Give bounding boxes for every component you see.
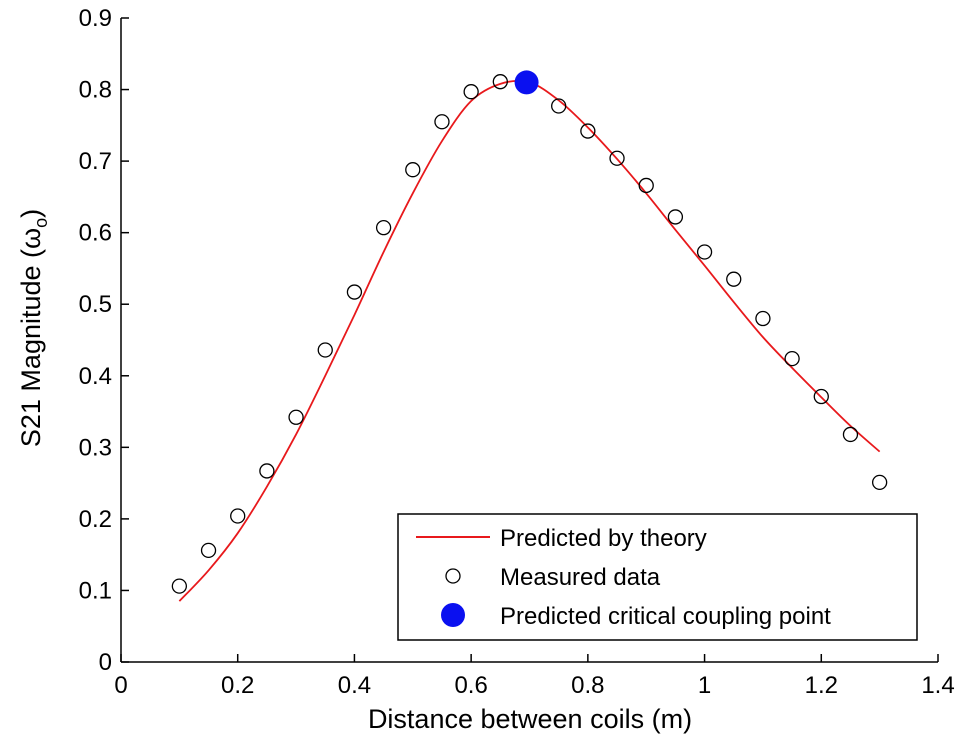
x-tick-label: 0.4 [338, 672, 371, 699]
y-tick-label: 0.5 [79, 291, 112, 318]
x-tick-label: 1.2 [805, 672, 838, 699]
legend-open-circle-symbol [445, 568, 461, 584]
x-tick-label: 1 [698, 672, 711, 699]
measured-point [551, 98, 567, 114]
measured-point [609, 150, 625, 166]
y-tick-label: 0.8 [79, 77, 112, 104]
legend-label-critical: Predicted critical coupling point [500, 603, 831, 630]
x-tick-label: 1.4 [921, 672, 954, 699]
measured-point [871, 474, 888, 491]
y-tick-label: 0.4 [79, 363, 112, 390]
y-axis-title-main: S21 Magnitude (ω [16, 228, 46, 447]
measured-point [580, 123, 596, 139]
critical-point-layer [514, 70, 539, 95]
measured-point [434, 114, 450, 130]
measured-point [667, 209, 684, 225]
legend: Predicted by theory Measured data Predic… [397, 513, 918, 641]
x-tick-label: 0.6 [454, 672, 487, 699]
measured-point [813, 388, 829, 405]
measured-point [346, 284, 363, 300]
measured-point [171, 578, 188, 594]
measured-point [755, 310, 771, 327]
y-tick-label: 0.6 [79, 220, 112, 247]
critical-coupling-point [514, 70, 539, 95]
x-tick-label: 0.8 [571, 672, 604, 699]
legend-filled-circle-symbol [441, 603, 465, 627]
legend-label-measured: Measured data [500, 564, 661, 591]
y-axis-title-suffix: ) [16, 209, 46, 218]
legend-label-theory: Predicted by theory [500, 525, 707, 552]
measured-point [375, 220, 392, 236]
x-axis-title: Distance between coils (m) [368, 704, 692, 734]
y-tick-label: 0 [99, 649, 112, 676]
y-axis-title: S21 Magnitude (ωo) [16, 209, 51, 447]
y-tick-label: 0.3 [79, 434, 112, 461]
measured-point [317, 342, 333, 358]
measured-point [638, 177, 654, 194]
y-tick-label: 0.7 [79, 148, 112, 175]
measured-point [696, 244, 713, 260]
measured-point [288, 409, 304, 425]
x-tick-label: 0 [114, 672, 127, 699]
legend-box [397, 513, 918, 641]
measured-point [405, 162, 421, 178]
measured-point [726, 271, 742, 287]
y-tick-label: 0.9 [79, 5, 112, 32]
axes: 0 0.2 0.4 0.6 0.8 1 1.2 1.4 0 0.1 0.2 0.3 0.4 0.5 0.6 0… [79, 5, 955, 699]
measured-point [200, 542, 217, 559]
y-tick-label: 0.1 [79, 577, 112, 604]
x-tick-label: 0.2 [221, 672, 254, 699]
measured-points [171, 74, 888, 594]
measured-point [492, 74, 508, 90]
y-axis-title-subscript: o [31, 218, 51, 228]
measured-point [842, 426, 859, 443]
measured-point [463, 84, 479, 100]
measured-point [259, 463, 275, 479]
y-tick-label: 0.2 [79, 506, 112, 533]
measured-point [230, 508, 246, 524]
measured-point [784, 350, 800, 367]
